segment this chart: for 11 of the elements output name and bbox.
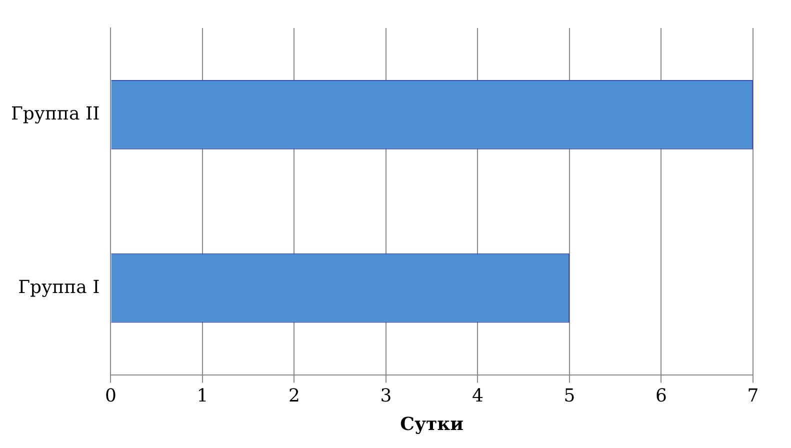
x-tick-label: 1: [196, 385, 208, 406]
x-tick-label: 3: [380, 385, 392, 406]
y-tick-label: Группа I: [18, 276, 100, 298]
x-tick-label: 4: [472, 385, 484, 406]
x-axis-title: Сутки: [400, 414, 464, 435]
x-tick-label: 5: [564, 385, 576, 406]
y-tick-label: Группа II: [10, 103, 100, 124]
x-tick-label: 2: [288, 385, 300, 406]
x-tick-label: 6: [656, 385, 667, 406]
x-tick-label: 0: [104, 385, 116, 406]
x-tick-label: 7: [747, 385, 759, 406]
